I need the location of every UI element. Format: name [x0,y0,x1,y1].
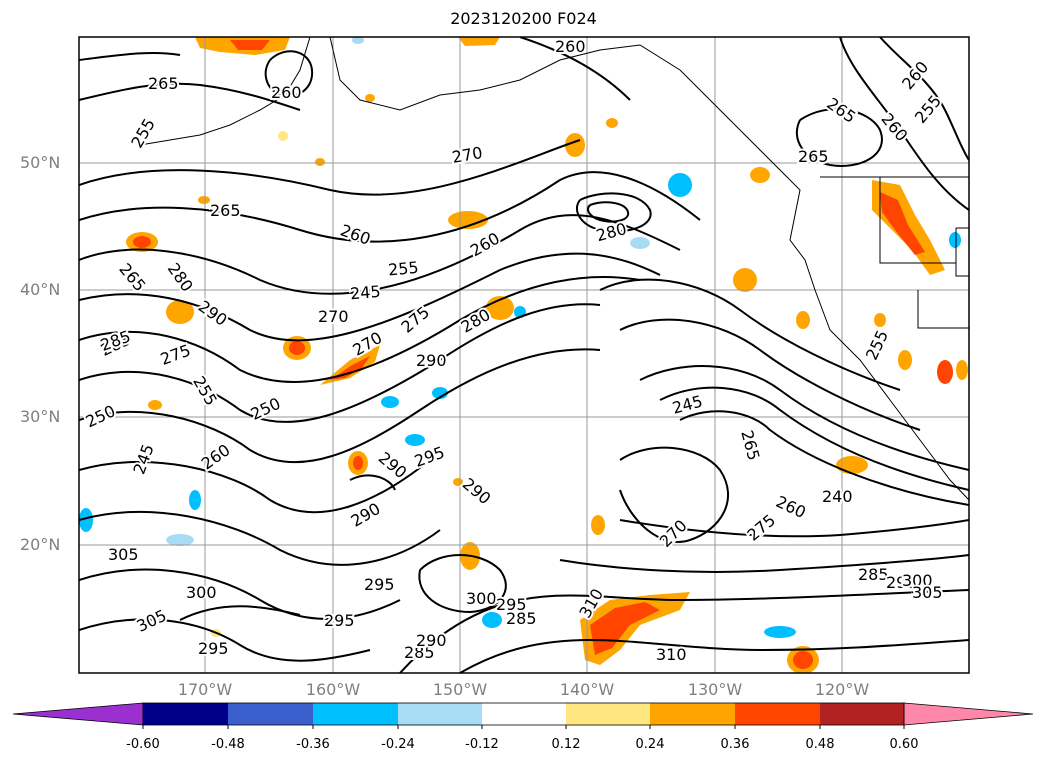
shaded-anomalies [79,37,968,673]
colorbar-tick-label: 0.36 [720,737,750,752]
contour-label: 270 [318,307,349,326]
longitude-label: 140°W [559,680,615,699]
graticule [79,37,969,673]
contour-label: 300 [466,589,497,608]
contour-label: 260 [271,83,302,102]
contour-label: 280 [594,219,628,245]
map-title: 2023120200 F024 [450,9,597,28]
contour-label: 265 [148,74,179,93]
contour-label: 305 [108,545,139,564]
contour-label: 295 [364,575,395,594]
latitude-label: 20°N [20,535,61,554]
contour-label: 265 [798,147,829,166]
latitude-label: 40°N [20,280,61,299]
contour-label: 295 [198,639,229,658]
contour-label: 300 [186,583,217,602]
height-contours [79,37,969,673]
longitude-label: 160°W [305,680,361,699]
contour-label: 275 [397,302,433,336]
contour-label: 290 [348,499,384,531]
contour-label: 300 [902,571,933,590]
contour-label: 285 [98,327,133,355]
contour-label: 285 [506,609,537,628]
colorbar-tick-label: -0.12 [465,737,499,752]
contour-label: 255 [387,258,419,280]
colorbar [12,702,1034,729]
contour-label: 255 [127,115,159,151]
contour-label: 305 [912,583,943,602]
contour-label: 285 [404,643,435,662]
contour-label: 265 [823,94,859,127]
colorbar-tick-label: 0.12 [551,737,581,752]
contour-label: 290 [886,573,917,592]
colorbar-tick-label: -0.48 [211,737,245,752]
contour-label: 270 [656,516,691,551]
longitude-label: 170°W [177,680,233,699]
contour-label: 290 [416,631,447,650]
contour-label: 295 [412,443,447,471]
contour-label: 255 [862,327,892,363]
coastlines [139,37,969,501]
contour-label: 240 [822,487,853,506]
contour-label: 290 [195,297,231,330]
contour-label: 260 [555,37,586,56]
contour-label: 295 [496,595,527,614]
contour-label: 260 [898,58,932,94]
contour-label: 290 [459,474,495,508]
longitude-label: 130°W [687,680,743,699]
colorbar-tick-label: -0.24 [381,737,415,752]
contour-label: 255 [189,373,221,409]
contour-label: 245 [129,441,157,476]
colorbar-tick-label: 0.48 [805,737,835,752]
colorbar-tick-label: 0.24 [635,737,665,752]
contour-label: 290 [416,351,447,370]
contour-label: 295 [324,611,355,630]
contour-label: 265 [737,428,763,462]
contour-label: 245 [349,282,381,304]
contour-label: 275 [158,341,193,369]
contour-label: 305 [134,606,170,636]
contour-label: 260 [773,492,809,522]
longitude-label: 120°W [814,680,870,699]
latitude-label: 50°N [20,153,61,172]
contour-label: 275 [743,510,779,544]
contour-label: 265 [210,201,241,220]
colorbar-tick-label: 0.60 [889,737,919,752]
map-frame [78,36,970,674]
contour-label: 250 [83,401,119,431]
contour-label: 310 [656,645,687,664]
latitude-label: 30°N [20,407,61,426]
contour-label: 255 [911,91,945,127]
contour-label: 260 [198,440,234,473]
colorbar-tick-label: -0.60 [126,737,160,752]
colorbar-tick-label: -0.36 [296,737,330,752]
contour-label: 285 [858,565,889,584]
longitude-label: 150°W [432,680,488,699]
contour-label: 260 [338,220,373,248]
